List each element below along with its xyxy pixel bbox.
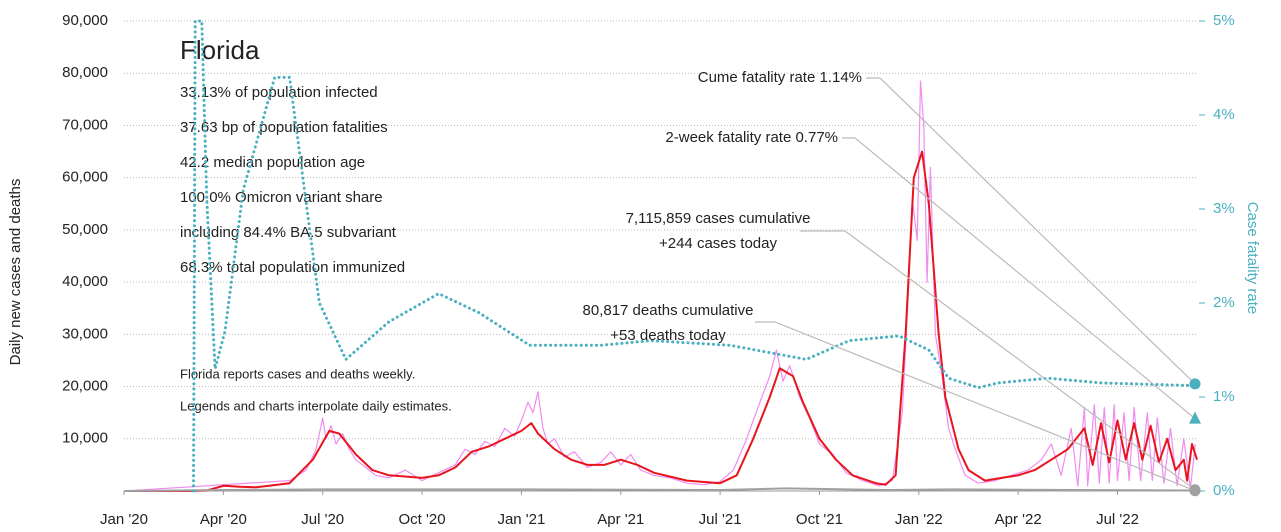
annotation: 2-week fatality rate 0.77% bbox=[665, 129, 838, 146]
leader-line bbox=[866, 77, 1196, 385]
y2-tick-label: 4% bbox=[1213, 106, 1235, 123]
x-tick-label: Jan '20 bbox=[100, 511, 148, 528]
y2-tick-label: 2% bbox=[1213, 294, 1235, 311]
y-tick-label: 80,000 bbox=[62, 64, 108, 81]
leader-line bbox=[842, 137, 1196, 420]
stat-line: 37.63 bp of population fatalities bbox=[180, 119, 388, 136]
x-tick-label: Jul '20 bbox=[301, 511, 344, 528]
x-tick-label: Jul '22 bbox=[1096, 511, 1139, 528]
annotation: 7,115,859 cases cumulative bbox=[626, 210, 811, 227]
y-tick-label: 60,000 bbox=[62, 169, 108, 186]
y2-axis-label: Case fatality rate bbox=[1244, 202, 1261, 315]
y-tick-label: 20,000 bbox=[62, 378, 108, 395]
annotation-marker bbox=[1189, 378, 1201, 390]
annotation: +53 deaths today bbox=[610, 327, 726, 344]
x-tick-label: Jul '21 bbox=[699, 511, 742, 528]
y-tick-label: 70,000 bbox=[62, 116, 108, 133]
stat-line: including 84.4% BA.5 subvariant bbox=[180, 224, 397, 241]
y2-tick-label: 0% bbox=[1213, 482, 1235, 499]
y2-tick-label: 1% bbox=[1213, 388, 1235, 405]
series-line bbox=[123, 487, 1198, 492]
leader-line bbox=[755, 321, 1196, 492]
x-tick-label: Jan '21 bbox=[497, 511, 545, 528]
x-tick-label: Apr '21 bbox=[597, 511, 644, 528]
stat-line: 42.2 median population age bbox=[180, 154, 365, 171]
x-tick-label: Apr '20 bbox=[200, 511, 247, 528]
y2-tick-label: 5% bbox=[1213, 12, 1235, 29]
y-axis-label: Daily new cases and deaths bbox=[7, 179, 24, 366]
annotation-marker bbox=[1189, 485, 1201, 497]
y-tick-label: 90,000 bbox=[62, 12, 108, 29]
x-tick-label: Jan '22 bbox=[895, 511, 943, 528]
stat-line: 100.0% Omicron variant share bbox=[180, 189, 383, 206]
y-tick-label: 40,000 bbox=[62, 273, 108, 290]
x-tick-label: Apr '22 bbox=[995, 511, 1042, 528]
y2-tick-label: 3% bbox=[1213, 200, 1235, 217]
y-tick-label: 30,000 bbox=[62, 325, 108, 342]
series-line bbox=[192, 19, 1199, 493]
x-tick-label: Oct '20 bbox=[399, 511, 446, 528]
y-tick-label: 50,000 bbox=[62, 221, 108, 238]
annotation: +244 cases today bbox=[659, 235, 778, 252]
chart-title: Florida bbox=[180, 35, 260, 65]
annotation: 80,817 deaths cumulative bbox=[583, 302, 754, 319]
y-tick-label: 10,000 bbox=[62, 430, 108, 447]
leader-line bbox=[800, 230, 1196, 491]
series-line bbox=[124, 150, 1198, 492]
stat-line: 68.3% total population immunized bbox=[180, 259, 405, 276]
stat-line: 33.13% of population infected bbox=[180, 84, 378, 101]
x-tick-label: Oct '21 bbox=[796, 511, 843, 528]
note: Florida reports cases and deaths weekly. bbox=[180, 366, 415, 381]
annotation: Cume fatality rate 1.14% bbox=[698, 69, 862, 86]
note: Legends and charts interpolate daily est… bbox=[180, 398, 452, 413]
annotation-marker bbox=[1189, 411, 1201, 424]
